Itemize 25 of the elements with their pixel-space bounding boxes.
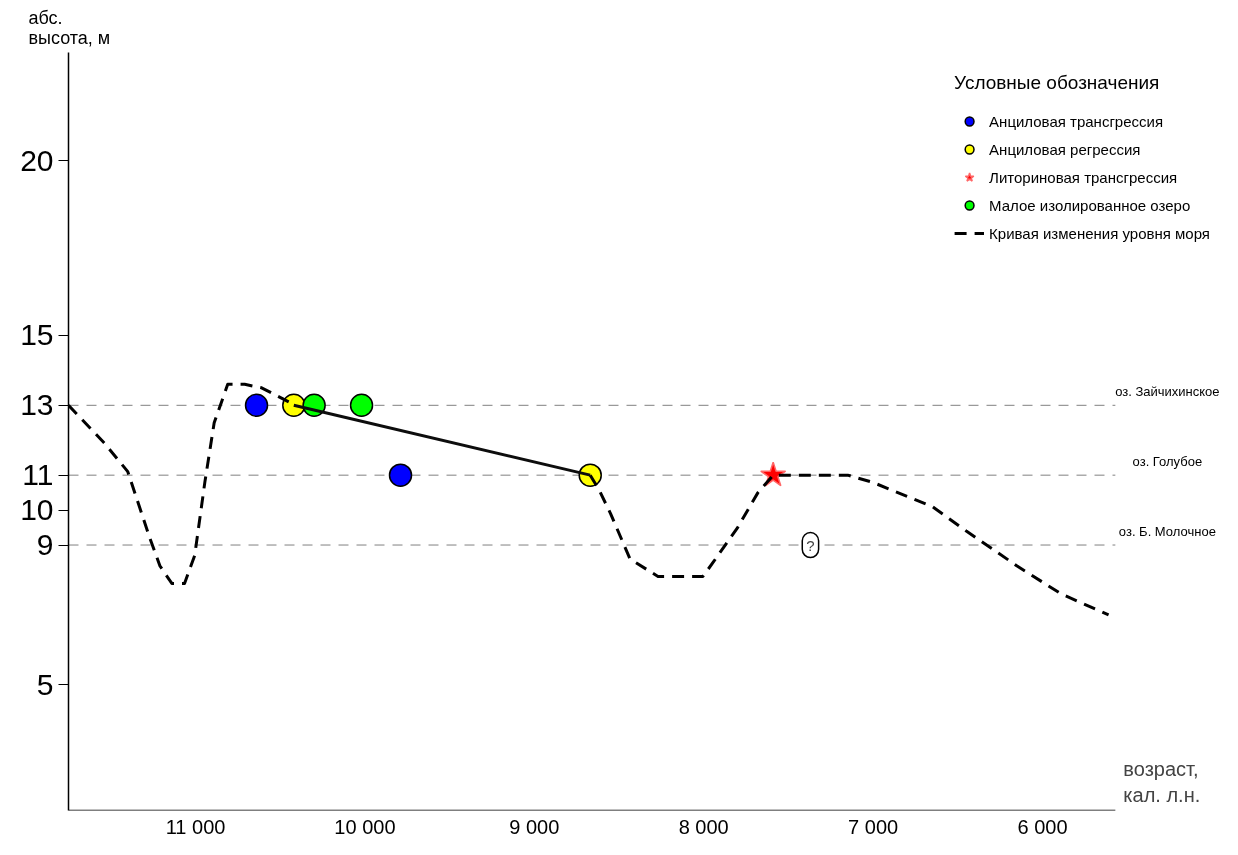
ref-line-label: оз. Зайчихинское	[1115, 384, 1220, 400]
y-tick-label: 13	[20, 388, 54, 422]
x-tick-label: 9 000	[509, 815, 560, 838]
x-tick-label: 6 000	[1017, 815, 1068, 838]
y-tick-label: 10	[20, 493, 54, 527]
x-tick-label: 11 000	[165, 815, 226, 838]
legend-label: Кривая изменения уровня моря	[989, 224, 1210, 242]
y-tick-label: 5	[36, 667, 54, 701]
legend-label: Литориновая трансгрессия	[989, 168, 1178, 186]
ref-line-label: оз. Б. Молочное	[1118, 524, 1216, 540]
y-axis-title: абс. высота, м	[28, 7, 111, 48]
y-tick-label: 15	[20, 318, 54, 352]
legend-label: Малое изолированное озеро	[989, 196, 1191, 214]
x-axis-title: возраст, кал. л.н.	[1123, 758, 1201, 807]
legend-title: Условные обозначения	[954, 72, 1161, 94]
legend-label: Анциловая регрессия	[989, 140, 1141, 158]
x-tick-label: 10 000	[334, 815, 396, 838]
y-tick-label: 20	[20, 143, 54, 177]
legend-label: Анциловая трансгрессия	[989, 112, 1164, 130]
x-tick-label: 8 000	[678, 815, 729, 838]
y-tick-label: 9	[36, 528, 54, 562]
annotation: ?	[806, 536, 815, 554]
ref-line-label: оз. Голубое	[1132, 454, 1203, 470]
y-tick-label: 11	[22, 458, 54, 492]
x-tick-label: 7 000	[848, 815, 899, 838]
